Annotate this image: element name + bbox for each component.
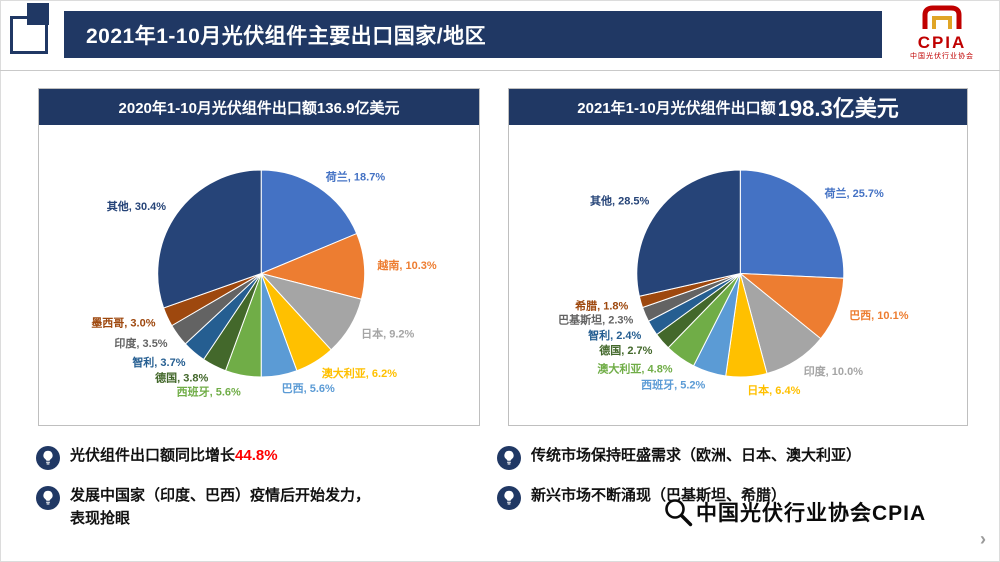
pie-data-label: 荷兰, 18.7%	[325, 170, 386, 184]
pie-data-label: 澳大利亚, 6.2%	[322, 366, 397, 380]
pie-data-label: 越南, 10.3%	[376, 258, 437, 272]
insight-text-line2: 表现抢眼	[70, 510, 131, 528]
pie-data-label: 德国, 3.8%	[154, 370, 208, 384]
insight-emerging-markets: 新兴市场不断涌现（巴基斯坦、希腊）	[497, 484, 982, 515]
cpia-acronym: CPIA	[917, 33, 967, 52]
chart-area-2020: 荷兰, 18.7% 越南, 10.3% 日本, 9.2% 澳大利亚, 6.2% 巴西, …	[39, 125, 479, 425]
pie-slice-其他	[157, 169, 262, 309]
insight-text-prefix: 光伏组件出口额同比增长	[70, 447, 236, 464]
export-panel-2020: 2020年1-10月光伏组件出口额 136.9亿美元 荷兰, 18.7% 越南, …	[38, 88, 480, 426]
pie-data-label: 巴基斯坦, 2.3%	[558, 313, 633, 327]
panel-header-prefix: 2020年1-10月光伏组件出口额	[118, 99, 317, 117]
pie-data-label: 德国, 2.7%	[598, 343, 652, 357]
pie-data-label: 智利, 3.7%	[132, 355, 185, 369]
insight-developing-countries: 发展中国家（印度、巴西）疫情后开始发力， 表现抢眼	[36, 484, 481, 531]
pie-data-label: 希腊, 1.8%	[574, 299, 628, 313]
pie-slice-其他	[636, 169, 741, 297]
export-panel-2021: 2021年1-10月光伏组件出口额 198.3亿美元 荷兰, 25.7% 巴西, …	[508, 88, 968, 426]
pie-data-label: 日本, 9.2%	[361, 326, 414, 340]
pie-data-label: 印度, 10.0%	[804, 364, 864, 378]
pie-data-label: 西班牙, 5.2%	[641, 378, 705, 392]
chevron-right-icon[interactable]: ›	[980, 529, 986, 549]
lightbulb-icon	[36, 446, 60, 475]
pie-slice-荷兰	[739, 169, 845, 279]
page-title: 2021年1-10月光伏组件主要出口国家/地区	[86, 24, 487, 48]
pie-data-label: 其他, 30.4%	[107, 199, 167, 213]
pie-data-label: 巴西, 5.6%	[282, 382, 335, 395]
pie-data-label: 西班牙, 5.6%	[177, 384, 241, 398]
decor-square-filled	[27, 3, 49, 25]
watermark-text: 中国光伏行业协会CPIA	[696, 502, 927, 525]
pie-data-label: 澳大利亚, 4.8%	[597, 361, 672, 375]
cpia-emblem-icon	[922, 5, 962, 29]
lightbulb-icon	[497, 486, 521, 515]
insight-traditional-markets: 传统市场保持旺盛需求（欧洲、日本、澳大利亚）	[497, 444, 982, 475]
magnifier-icon	[665, 499, 693, 527]
pie-data-label: 墨西哥, 3.0%	[91, 316, 155, 329]
pie-chart-2020: 荷兰, 18.7% 越南, 10.3% 日本, 9.2% 澳大利亚, 6.2% 巴西, …	[91, 169, 437, 398]
pie-data-label: 日本, 6.4%	[747, 383, 800, 397]
panel-header-2021: 2021年1-10月光伏组件出口额 198.3亿美元	[509, 89, 967, 125]
pie-data-label: 巴西, 10.1%	[849, 309, 909, 322]
pie-chart-2021: 荷兰, 25.7% 巴西, 10.1% 印度, 10.0% 日本, 6.4% 西班牙, …	[558, 169, 909, 397]
pie-data-label: 印度, 3.5%	[114, 336, 167, 350]
insight-export-growth: 光伏组件出口额同比增长44.8%	[36, 444, 481, 475]
insight-text: 发展中国家（印度、巴西）疫情后开始发力， 表现抢眼	[70, 484, 370, 531]
insight-text: 新兴市场不断涌现（巴基斯坦、希腊）	[531, 487, 787, 504]
watermark: 中国光伏行业协会CPIA	[662, 496, 926, 528]
panel-header-2020: 2020年1-10月光伏组件出口额 136.9亿美元	[39, 89, 479, 125]
lightbulb-icon	[36, 486, 60, 515]
panel-header-amount: 198.3亿美元	[777, 96, 899, 121]
insights-left: 光伏组件出口额同比增长44.8% 发展中国家（印度、巴西）疫情后开始发力， 表现…	[36, 444, 481, 540]
pie-data-label: 其他, 28.5%	[590, 194, 650, 208]
pie-data-label: 荷兰, 25.7%	[824, 186, 885, 200]
title-bar: 2021年1-10月光伏组件主要出口国家/地区	[64, 11, 882, 58]
panel-header-prefix: 2021年1-10月光伏组件出口额	[577, 99, 776, 117]
cpia-logo: CPIA 中国光伏行业协会	[892, 5, 992, 60]
insight-text-line1: 发展中国家（印度、巴西）疫情后开始发力，	[70, 487, 371, 504]
chart-area-2021: 荷兰, 25.7% 巴西, 10.1% 印度, 10.0% 日本, 6.4% 西班牙, …	[509, 125, 967, 425]
growth-rate-highlight: 44.8%	[235, 447, 278, 464]
panel-header-amount: 136.9亿美元	[316, 99, 400, 117]
cpia-subtitle: 中国光伏行业协会	[910, 53, 974, 60]
insight-text: 光伏组件出口额同比增长44.8%	[70, 444, 278, 467]
header-divider	[0, 70, 1000, 71]
lightbulb-icon	[497, 446, 521, 475]
insight-text: 传统市场保持旺盛需求（欧洲、日本、澳大利亚）	[531, 447, 862, 464]
insights-right: 传统市场保持旺盛需求（欧洲、日本、澳大利亚） 新兴市场不断涌现（巴基斯坦、希腊）	[497, 444, 982, 524]
pie-slice-荷兰	[260, 169, 358, 275]
pie-data-label: 智利, 2.4%	[588, 328, 641, 342]
